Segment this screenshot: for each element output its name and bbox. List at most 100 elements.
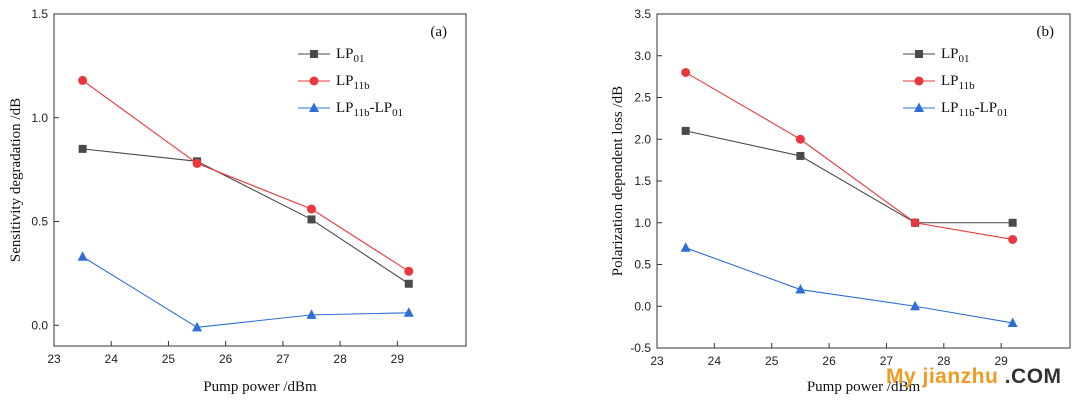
y-tick-label: 1.0	[634, 216, 651, 230]
legend-label-after: -LP	[975, 100, 998, 116]
legend-marker-circle	[914, 76, 924, 86]
x-tick-label: 27	[276, 352, 290, 366]
legend-label: LP11b-LP01	[336, 100, 403, 119]
data-point-diff	[1007, 317, 1018, 327]
x-axis-label: Pump power /dBm	[203, 379, 317, 395]
x-tick-label: 26	[219, 352, 233, 366]
x-tick-label: 27	[880, 354, 894, 368]
series-line-lp01	[685, 130, 1013, 224]
series-line-lp11b	[82, 79, 410, 272]
y-tick-label: 0.5	[31, 215, 48, 229]
data-point-lp01	[307, 215, 316, 224]
data-point-lp11b	[910, 218, 920, 228]
y-tick-label: 2.5	[634, 91, 651, 105]
legend-item-lp11b: LP11b	[298, 73, 370, 92]
data-point-lp01	[78, 144, 87, 153]
data-point-lp01	[404, 279, 413, 288]
series-line-diff	[82, 256, 409, 328]
series-line-lp01	[82, 148, 410, 285]
legend-item-lp11b: LP11b	[903, 73, 975, 92]
legend-label-main: LP	[941, 73, 959, 89]
series-line-lp11b	[685, 71, 1013, 240]
y-tick-label: 0.0	[634, 299, 651, 313]
y-tick-label: 3.5	[634, 7, 651, 21]
legend-item-lp01: LP01	[903, 46, 970, 65]
data-point-lp11b	[681, 67, 691, 77]
legend-marker-square	[915, 50, 923, 58]
y-tick-label: 3.0	[634, 49, 651, 63]
watermark-suffix: .COM	[1004, 365, 1062, 388]
legend-label-subscript: 11b	[959, 80, 976, 92]
data-point-lp01	[681, 126, 690, 135]
chart-panel-a: 23 24 25 26 27 28 29 0.0 0.5 1.0 1.5 Pump power /dB…	[8, 7, 467, 395]
legend-marker-triangle	[914, 102, 924, 112]
data-point-diff	[192, 321, 203, 332]
y-axis-label: Sensitivity degradation /dB	[8, 98, 24, 262]
plot-frame	[53, 13, 467, 347]
legend-label-subscript: 11b	[959, 107, 976, 119]
data-point-diff	[77, 251, 88, 261]
legend-marker-square	[310, 50, 318, 58]
legend-label: LP01	[941, 46, 970, 65]
legend-item-diff: LP11b-LP01	[298, 100, 403, 119]
watermark-brand: My jianzhu	[886, 365, 999, 388]
data-point-diff	[795, 284, 806, 294]
data-point-lp11b	[78, 75, 88, 85]
legend-label-subscript: 01	[959, 53, 970, 65]
y-tick-label: 0.0	[31, 318, 48, 332]
y-tick-label: 0.5	[634, 258, 651, 272]
legend-label: LP11b	[941, 73, 975, 92]
y-tick-label: -0.5	[630, 341, 651, 355]
x-tick-label: 29	[994, 354, 1008, 368]
legend-label: LP01	[336, 46, 365, 65]
x-tick-label: 28	[333, 352, 347, 366]
legend-item-lp01: LP01	[298, 46, 365, 65]
data-point-diff	[910, 300, 921, 311]
chart-panel-b: 23 24 25 26 27 28 29 -0.5 0.0 0.5 1.0 1.5 2.0 2.5 3.0 3…	[610, 7, 1071, 395]
data-point-lp01	[1008, 218, 1017, 227]
panel-tag: (b)	[1037, 24, 1055, 40]
data-point-lp11b	[404, 266, 414, 276]
x-tick-label: 25	[765, 354, 779, 368]
data-point-lp11b	[307, 204, 316, 214]
x-tick-label: 24	[105, 352, 119, 366]
series-line-diff	[685, 247, 1013, 324]
data-point-lp01	[796, 151, 805, 160]
legend-label-main: LP	[336, 73, 354, 89]
legend-label-main: LP	[336, 100, 354, 116]
y-tick-label: 1.5	[31, 7, 48, 21]
x-axis-label: Pump power /dBm	[807, 379, 921, 395]
legend-label-main: LP	[941, 100, 959, 116]
watermark: My jianzhu .COM	[886, 365, 1062, 389]
legend-label-subscript: 11b	[354, 80, 371, 92]
legend-label-subscript-2: 01	[392, 107, 403, 119]
legend-label-after: -LP	[370, 100, 393, 116]
x-tick-label: 23	[650, 354, 664, 368]
legend-marker-circle	[309, 76, 319, 86]
data-point-lp11b	[192, 158, 202, 168]
data-point-lp11b	[1008, 234, 1018, 244]
x-tick-label: 29	[391, 352, 405, 366]
legend-label-subscript: 01	[354, 53, 365, 65]
data-point-diff	[403, 307, 414, 317]
plot-frame	[656, 13, 1071, 349]
y-tick-label: 1.5	[634, 174, 651, 188]
x-tick-label: 28	[937, 354, 951, 368]
legend-label-subscript-2: 01	[997, 107, 1008, 119]
legend-label-main: LP	[941, 46, 959, 62]
legend-label-subscript: 11b	[354, 107, 371, 119]
legend-marker-triangle	[309, 102, 319, 112]
legend-item-diff: LP11b-LP01	[903, 100, 1008, 119]
y-tick-label: 2.0	[634, 132, 651, 146]
data-point-diff	[306, 309, 317, 319]
x-tick-label: 25	[162, 352, 176, 366]
data-point-lp11b	[795, 134, 805, 144]
x-tick-label: 23	[47, 352, 61, 366]
x-tick-label: 24	[708, 354, 722, 368]
x-tick-label: 26	[822, 354, 836, 368]
y-axis-label: Polarization dependent loss /dB	[610, 86, 626, 276]
legend-label: LP11b	[336, 73, 370, 92]
